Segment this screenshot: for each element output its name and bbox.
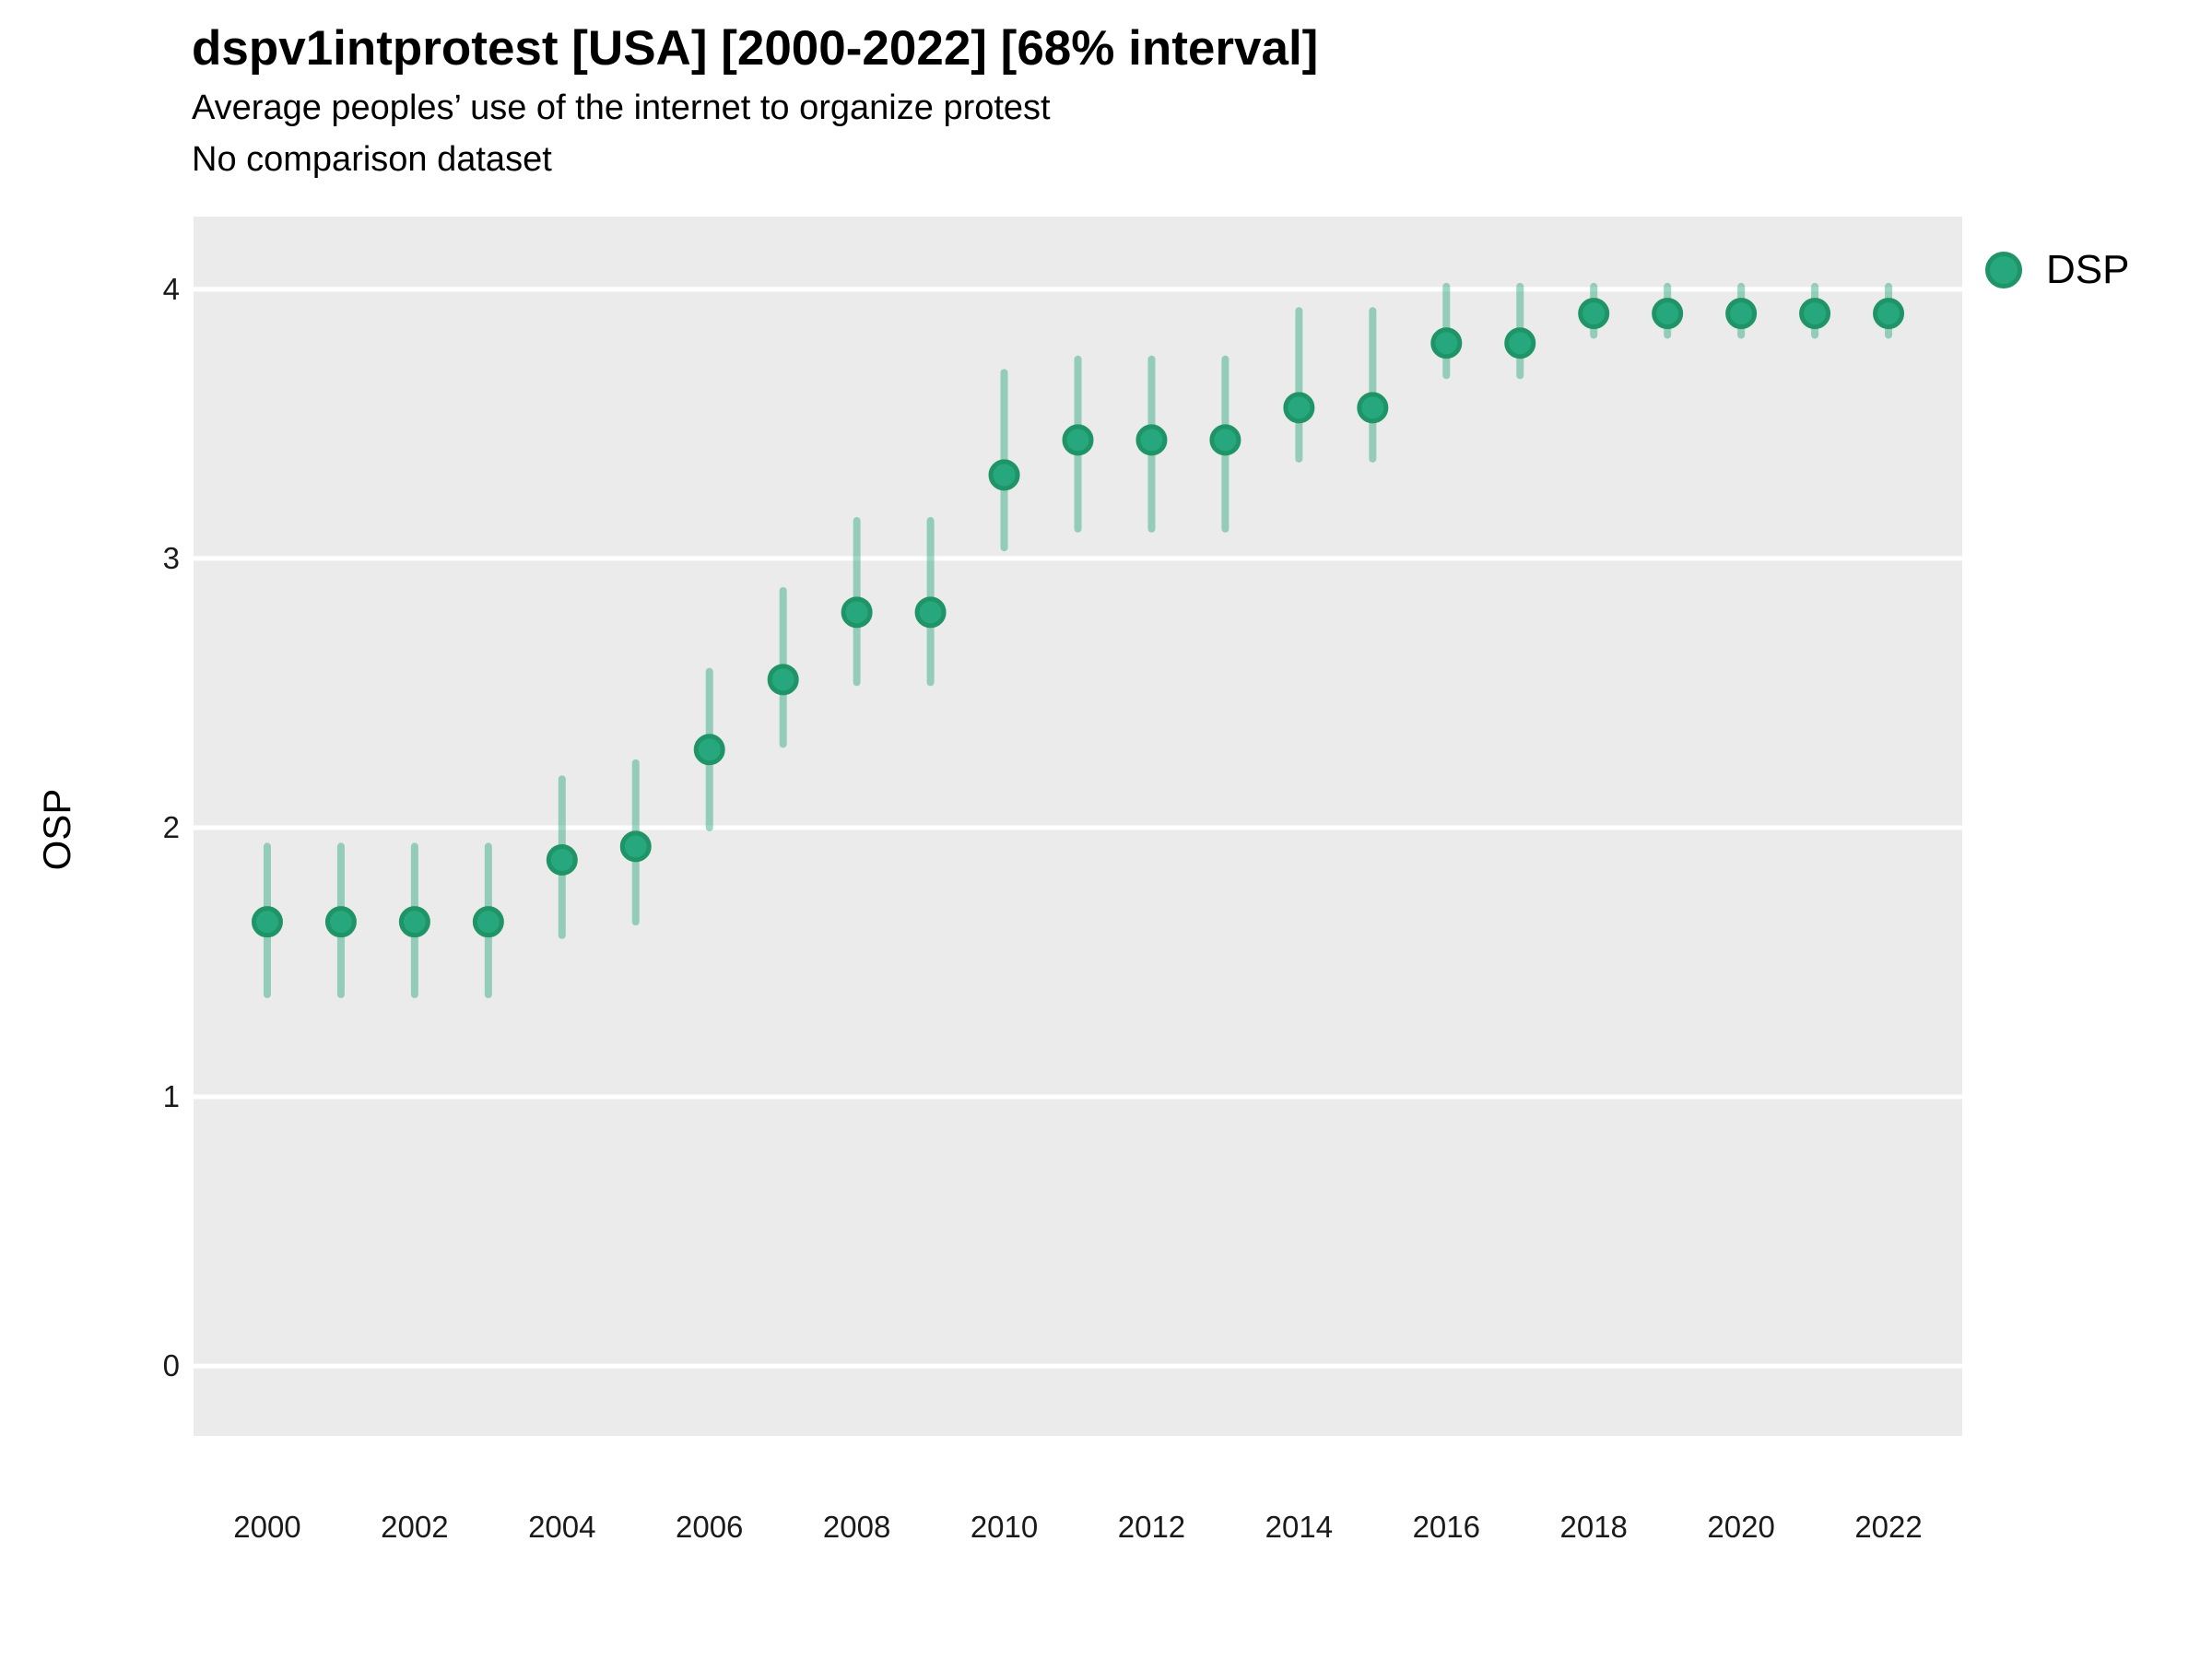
x-tick-label: 2000	[233, 1510, 301, 1544]
x-tick-label: 2016	[1412, 1510, 1480, 1544]
data-point	[1283, 392, 1315, 424]
chart-subtitle: Average peoples’ use of the internet to …	[192, 88, 1051, 127]
y-tick-label: 1	[162, 1079, 180, 1113]
data-point	[767, 664, 799, 696]
data-point	[1135, 424, 1168, 456]
data-point	[1209, 424, 1241, 456]
data-point	[251, 906, 283, 938]
x-tick-label: 2004	[528, 1510, 596, 1544]
x-tick-label: 2002	[381, 1510, 449, 1544]
pointrange-plot	[194, 282, 1962, 1369]
plot-panel	[194, 217, 1962, 1436]
data-point	[1799, 298, 1831, 330]
data-point	[841, 596, 873, 629]
data-point	[546, 844, 578, 877]
x-tick-label: 2022	[1854, 1510, 1923, 1544]
data-point	[1357, 392, 1389, 424]
data-point	[619, 830, 652, 863]
data-point	[693, 734, 725, 766]
legend: DSP	[1985, 247, 2129, 293]
data-point	[1578, 298, 1610, 330]
data-point	[1504, 327, 1536, 359]
x-tick-label: 2008	[822, 1510, 891, 1544]
data-point	[1652, 298, 1684, 330]
y-tick-label: 4	[162, 271, 180, 306]
y-tick-label: 2	[162, 809, 180, 844]
data-point	[1873, 298, 1905, 330]
x-tick-label: 2012	[1117, 1510, 1186, 1544]
data-point	[1430, 327, 1463, 359]
x-tick-label: 2014	[1265, 1510, 1334, 1544]
y-tick-label: 0	[162, 1348, 180, 1383]
data-point	[1725, 298, 1758, 330]
data-point	[472, 906, 504, 938]
data-point	[914, 596, 947, 629]
chart-title: dspv1intprotest [USA] [2000-2022] [68% i…	[192, 21, 1319, 76]
data-point	[988, 459, 1020, 491]
x-tick-label: 2020	[1707, 1510, 1775, 1544]
data-point	[324, 906, 357, 938]
x-tick-label: 2010	[970, 1510, 1039, 1544]
x-tick-label: 2006	[675, 1510, 744, 1544]
legend-label: DSP	[2046, 247, 2130, 292]
x-tick-label: 2018	[1559, 1510, 1628, 1544]
chart-note: No comparison dataset	[192, 140, 552, 179]
data-point	[398, 906, 430, 938]
data-point	[1062, 424, 1094, 456]
y-tick-label: 3	[162, 540, 180, 575]
legend-point-icon	[1985, 252, 2022, 288]
